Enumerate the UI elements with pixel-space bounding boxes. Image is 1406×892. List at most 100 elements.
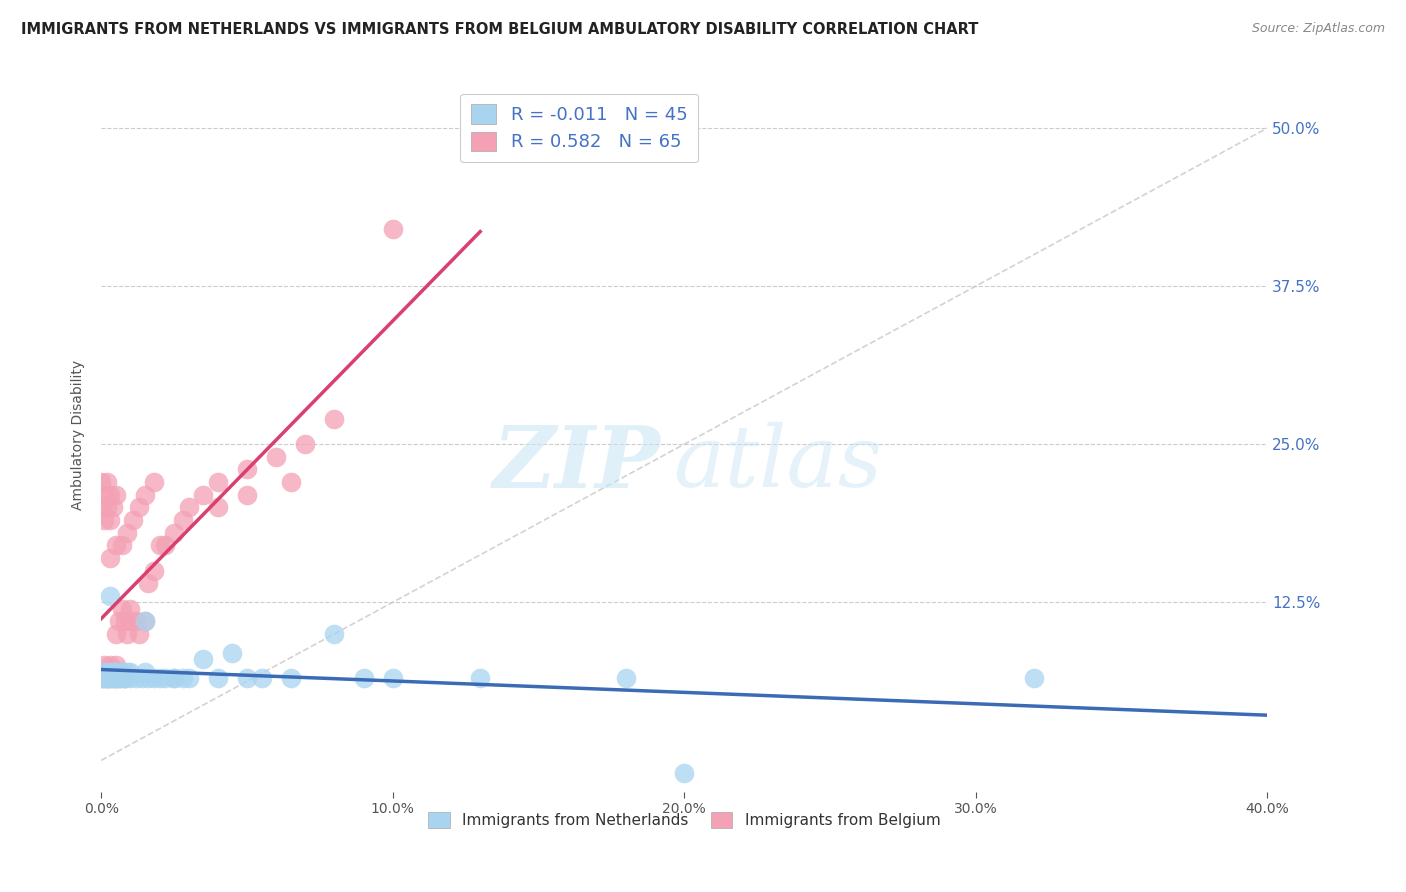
- Point: [104, 627, 127, 641]
- Point: [136, 671, 159, 685]
- Text: ZIP: ZIP: [494, 422, 661, 505]
- Point: [93, 488, 115, 502]
- Point: [96, 671, 118, 685]
- Point: [236, 488, 259, 502]
- Point: [125, 614, 148, 628]
- Point: [98, 551, 121, 566]
- Point: [104, 658, 127, 673]
- Point: [98, 658, 121, 673]
- Legend: Immigrants from Netherlands, Immigrants from Belgium: Immigrants from Netherlands, Immigrants …: [422, 805, 946, 834]
- Point: [128, 627, 150, 641]
- Point: [120, 601, 142, 615]
- Point: [134, 665, 156, 679]
- Point: [107, 665, 129, 679]
- Point: [155, 671, 177, 685]
- Point: [236, 671, 259, 685]
- Point: [207, 671, 229, 685]
- Point: [93, 671, 115, 685]
- Point: [114, 614, 136, 628]
- Point: [122, 513, 145, 527]
- Text: Source: ZipAtlas.com: Source: ZipAtlas.com: [1251, 22, 1385, 36]
- Point: [142, 671, 165, 685]
- Point: [98, 513, 121, 527]
- Point: [90, 500, 112, 515]
- Point: [163, 525, 186, 540]
- Point: [177, 671, 200, 685]
- Point: [93, 665, 115, 679]
- Point: [90, 665, 112, 679]
- Point: [96, 500, 118, 515]
- Point: [280, 475, 302, 489]
- Point: [193, 488, 215, 502]
- Point: [107, 671, 129, 685]
- Point: [117, 627, 139, 641]
- Point: [353, 671, 375, 685]
- Point: [673, 766, 696, 780]
- Point: [104, 488, 127, 502]
- Point: [101, 500, 124, 515]
- Point: [93, 671, 115, 685]
- Point: [107, 614, 129, 628]
- Point: [134, 614, 156, 628]
- Point: [136, 576, 159, 591]
- Point: [131, 671, 153, 685]
- Point: [142, 564, 165, 578]
- Point: [172, 671, 194, 685]
- Point: [120, 614, 142, 628]
- Point: [98, 589, 121, 603]
- Point: [134, 614, 156, 628]
- Point: [98, 665, 121, 679]
- Point: [104, 671, 127, 685]
- Point: [221, 646, 243, 660]
- Point: [193, 652, 215, 666]
- Point: [128, 500, 150, 515]
- Point: [104, 538, 127, 552]
- Point: [104, 671, 127, 685]
- Point: [264, 450, 287, 464]
- Point: [90, 475, 112, 489]
- Point: [96, 671, 118, 685]
- Point: [107, 671, 129, 685]
- Point: [294, 437, 316, 451]
- Point: [172, 513, 194, 527]
- Point: [111, 538, 134, 552]
- Point: [236, 462, 259, 476]
- Point: [90, 671, 112, 685]
- Point: [93, 665, 115, 679]
- Point: [114, 671, 136, 685]
- Point: [111, 665, 134, 679]
- Point: [207, 500, 229, 515]
- Point: [323, 412, 346, 426]
- Point: [98, 665, 121, 679]
- Point: [163, 671, 186, 685]
- Point: [120, 671, 142, 685]
- Point: [148, 671, 170, 685]
- Point: [101, 671, 124, 685]
- Point: [250, 671, 273, 685]
- Point: [93, 513, 115, 527]
- Point: [163, 671, 186, 685]
- Point: [101, 671, 124, 685]
- Point: [111, 671, 134, 685]
- Point: [104, 665, 127, 679]
- Point: [104, 671, 127, 685]
- Point: [111, 665, 134, 679]
- Point: [90, 671, 112, 685]
- Point: [614, 671, 637, 685]
- Text: atlas: atlas: [672, 422, 882, 505]
- Point: [142, 475, 165, 489]
- Point: [120, 665, 142, 679]
- Point: [207, 475, 229, 489]
- Point: [98, 671, 121, 685]
- Point: [101, 665, 124, 679]
- Y-axis label: Ambulatory Disability: Ambulatory Disability: [72, 359, 86, 509]
- Point: [148, 538, 170, 552]
- Point: [96, 475, 118, 489]
- Point: [96, 665, 118, 679]
- Point: [114, 671, 136, 685]
- Point: [323, 627, 346, 641]
- Point: [1024, 671, 1046, 685]
- Point: [114, 671, 136, 685]
- Point: [117, 665, 139, 679]
- Point: [93, 658, 115, 673]
